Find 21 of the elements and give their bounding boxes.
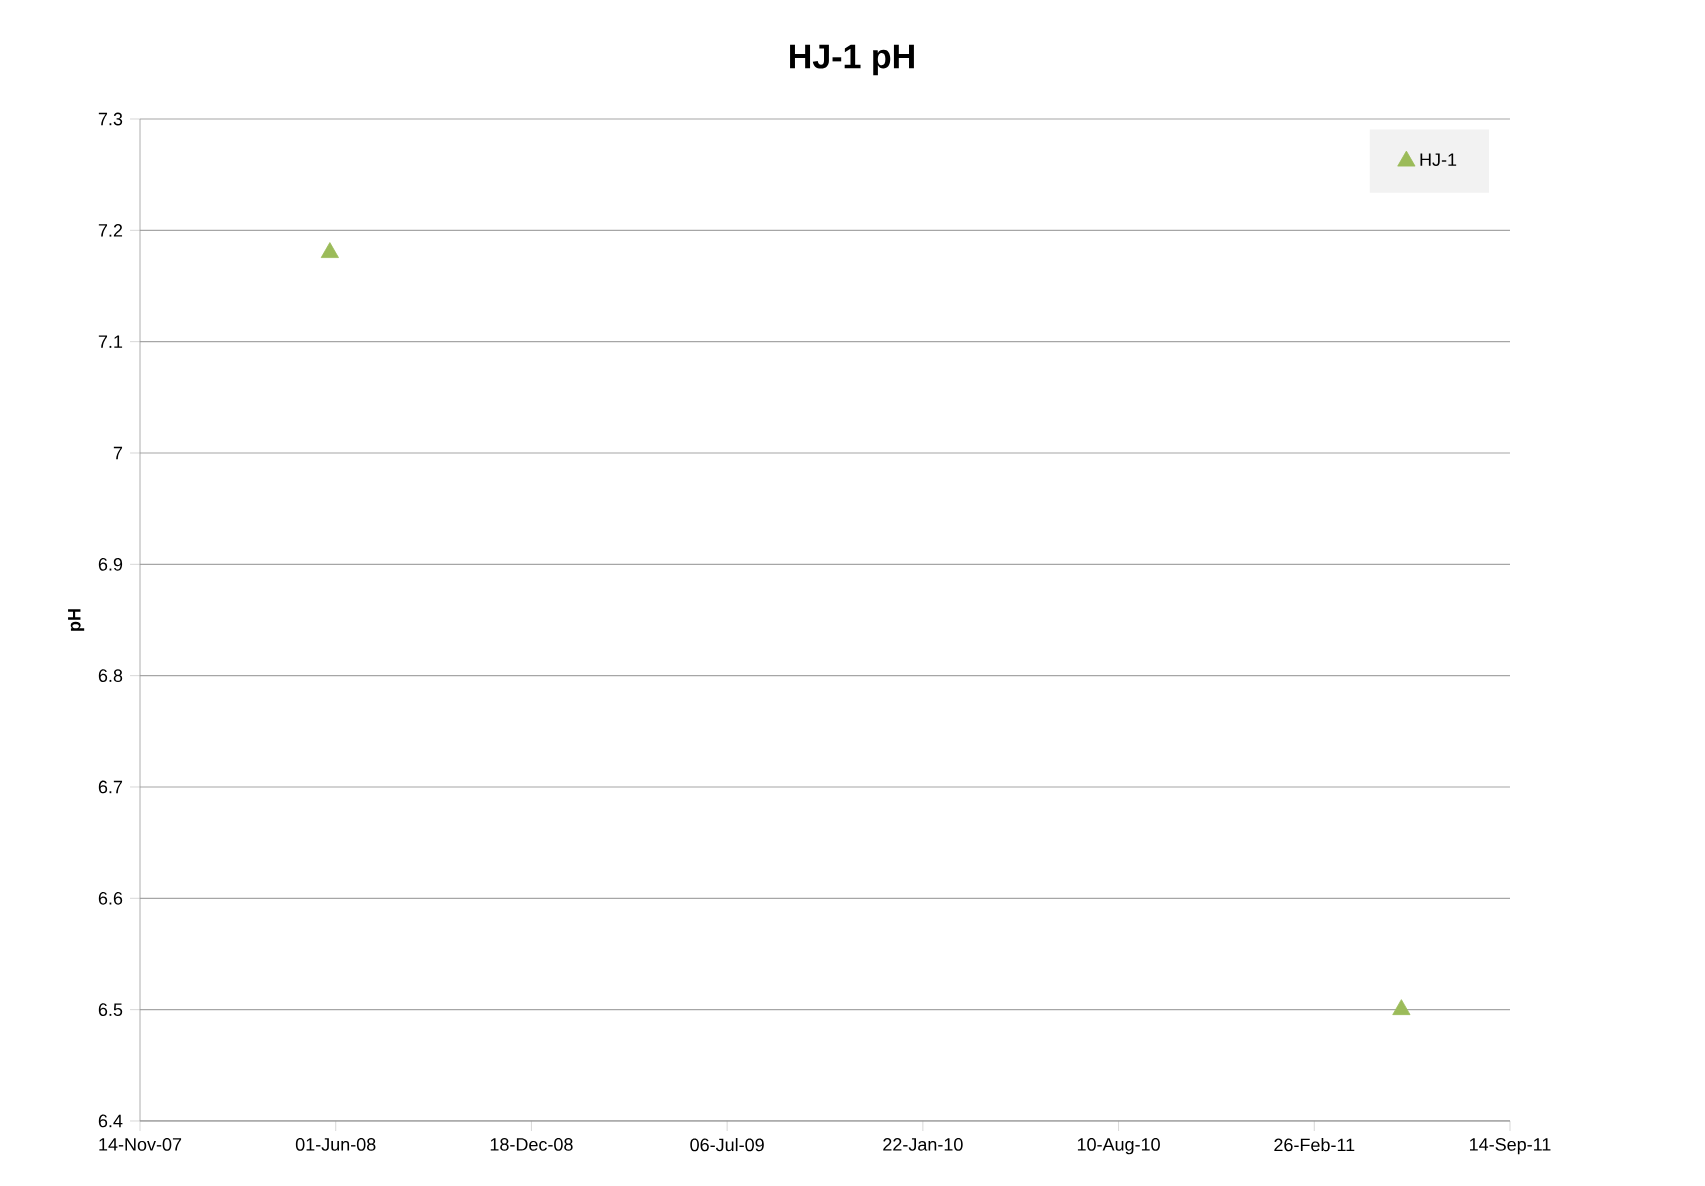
chart-title: HJ-1 pH bbox=[790, 44, 914, 76]
y-tick-label: 6.9 bbox=[98, 557, 123, 571]
y-tick-label: 7 bbox=[113, 446, 123, 460]
x-tick-label: 22-Jan-10 bbox=[883, 1138, 963, 1151]
x-tick-label: 01-Jun-08 bbox=[295, 1138, 376, 1151]
x-tick-label: 10-Aug-10 bbox=[1077, 1138, 1160, 1155]
x-tick-label: 06-Jul-09 bbox=[690, 1138, 764, 1152]
y-tick-label: 6.4 bbox=[98, 1114, 123, 1128]
y-tick-label: 7.3 bbox=[98, 112, 123, 126]
y-tick-label: 6.7 bbox=[98, 780, 123, 794]
x-tick-label: 26-Feb-11 bbox=[1274, 1138, 1355, 1152]
legend-label: HJ-1 bbox=[1420, 153, 1457, 166]
y-tick-label: 7.1 bbox=[98, 335, 123, 348]
y-tick-label: 6.8 bbox=[98, 669, 123, 683]
y-tick-label: 6.5 bbox=[98, 1003, 123, 1017]
x-tick-label: 14-Nov-07 bbox=[99, 1138, 182, 1151]
x-tick-label: 14-Sep-11 bbox=[1470, 1138, 1551, 1155]
x-tick-label: 18-Dec-08 bbox=[490, 1138, 573, 1151]
y-tick-label: 7.2 bbox=[98, 224, 123, 237]
y-tick-label: 6.6 bbox=[98, 891, 123, 905]
y-axis-title: pH bbox=[68, 609, 85, 631]
